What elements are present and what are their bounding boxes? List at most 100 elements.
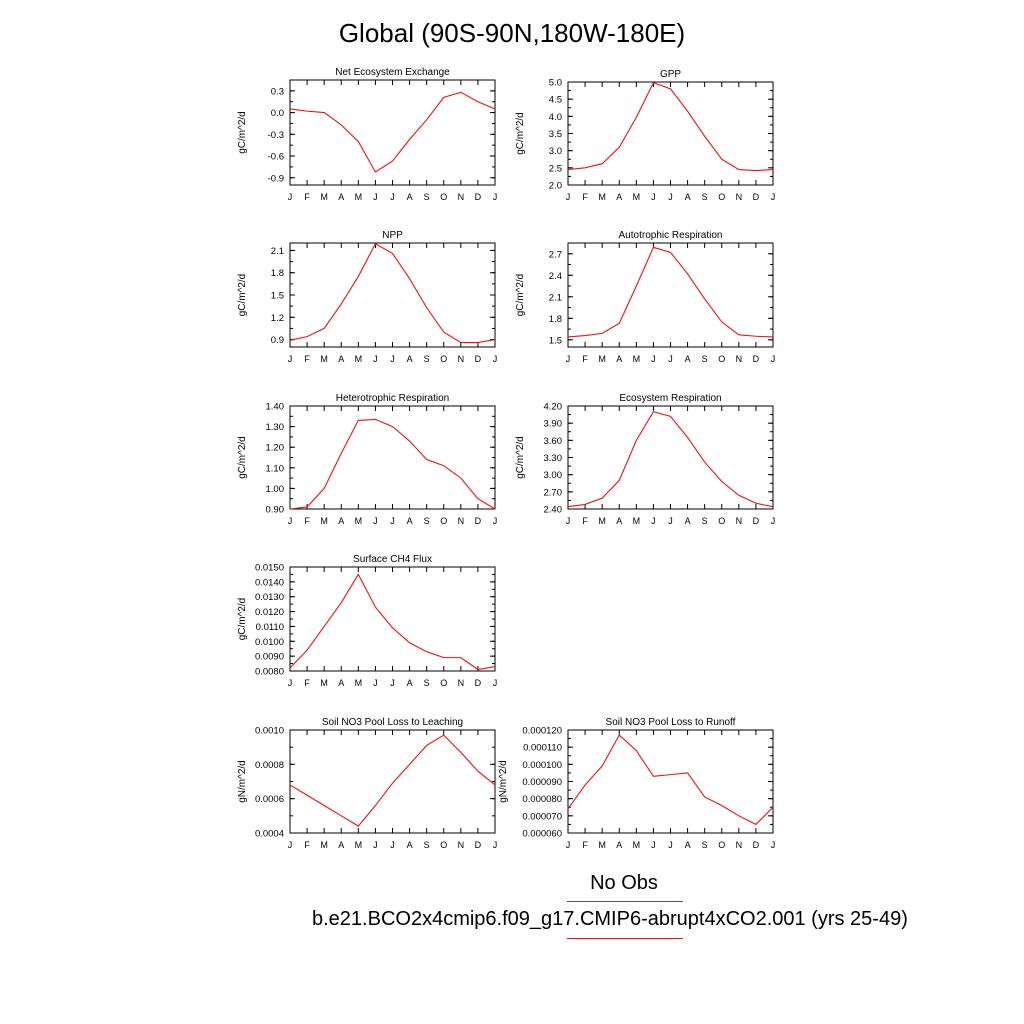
x-tick-label: A [338, 516, 344, 526]
x-tick-label: O [440, 678, 447, 688]
x-tick-label: D [475, 516, 482, 526]
x-tick-label: J [373, 840, 378, 850]
x-tick-label: A [685, 840, 691, 850]
x-tick-label: J [373, 192, 378, 202]
x-tick-label: J [651, 192, 656, 202]
x-tick-label: M [598, 354, 606, 364]
x-tick-label: M [598, 840, 606, 850]
legend-line-model-run [567, 938, 683, 939]
x-tick-label: N [458, 192, 465, 202]
x-tick-label: M [598, 516, 606, 526]
y-tick-label: 2.1 [271, 246, 284, 257]
x-tick-label: J [668, 192, 673, 202]
y-tick-label: 0.0120 [255, 607, 284, 618]
x-tick-label: N [458, 516, 465, 526]
y-axis-label: gN/m^2/d [498, 760, 509, 803]
x-tick-label: A [685, 354, 691, 364]
chart-title: GPP [660, 69, 681, 80]
y-tick-label: 1.40 [266, 402, 285, 413]
legend-label-no-obs: No Obs [590, 872, 658, 894]
x-tick-label: J [651, 516, 656, 526]
y-tick-label: 0.000060 [522, 829, 562, 840]
x-tick-label: F [582, 516, 588, 526]
x-tick-label: J [651, 840, 656, 850]
y-tick-label: 0.000080 [522, 794, 562, 805]
y-tick-label: 5.0 [549, 78, 562, 89]
x-tick-label: F [582, 354, 588, 364]
x-tick-label: D [475, 192, 482, 202]
series-line-1 [567, 246, 774, 338]
x-tick-label: J [373, 516, 378, 526]
page-title: Global (90S-90N,180W-180E) [338, 18, 686, 48]
y-tick-label: 0.0004 [255, 829, 284, 840]
y-tick-label: 0.000120 [522, 726, 562, 737]
plot-frame [567, 405, 774, 510]
y-tick-label: 0.9 [271, 335, 284, 346]
x-tick-label: J [771, 840, 776, 850]
x-tick-label: O [440, 516, 447, 526]
series-line-1 [567, 734, 774, 826]
y-axis-label: gC/m^2/d [237, 436, 248, 479]
x-tick-label: M [633, 192, 641, 202]
x-tick-label: F [304, 678, 310, 688]
x-tick-label: M [320, 678, 328, 688]
y-tick-label: 1.5 [271, 291, 284, 302]
y-axis-label: gC/m^2/d [515, 112, 526, 155]
x-tick-label: D [753, 516, 760, 526]
x-tick-label: N [458, 840, 465, 850]
y-tick-label: 0.000100 [522, 760, 562, 771]
x-tick-label: N [458, 354, 465, 364]
x-tick-label: S [702, 354, 708, 364]
x-tick-label: S [424, 516, 430, 526]
y-tick-label: 0.0006 [255, 794, 284, 805]
y-tick-label: 3.60 [544, 436, 563, 447]
x-tick-label: J [493, 354, 498, 364]
x-tick-label: S [702, 516, 708, 526]
y-tick-label: 0.0100 [255, 637, 284, 648]
y-tick-label: -0.6 [268, 152, 284, 163]
y-tick-label: 4.20 [544, 402, 563, 413]
y-axis-label: gC/m^2/d [237, 111, 248, 154]
y-tick-label: 3.00 [544, 470, 563, 481]
x-tick-label: S [702, 192, 708, 202]
x-tick-label: J [390, 516, 395, 526]
x-tick-label: J [493, 678, 498, 688]
x-tick-label: D [753, 192, 760, 202]
x-tick-label: J [493, 516, 498, 526]
y-tick-label: 2.0 [549, 181, 562, 192]
x-tick-label: F [582, 840, 588, 850]
x-tick-label: A [616, 840, 622, 850]
x-tick-label: N [458, 678, 465, 688]
x-tick-label: M [320, 354, 328, 364]
x-tick-label: A [685, 516, 691, 526]
x-tick-label: J [373, 678, 378, 688]
x-tick-label: M [320, 192, 328, 202]
x-tick-label: J [566, 192, 571, 202]
series-line-1 [289, 734, 496, 827]
plot-frame [289, 242, 496, 348]
x-tick-label: J [668, 840, 673, 850]
y-tick-label: 2.70 [544, 487, 563, 498]
x-tick-label: M [355, 192, 363, 202]
y-tick-label: 0.0010 [255, 726, 284, 737]
y-tick-label: 0.0090 [255, 652, 284, 663]
y-tick-label: 1.5 [549, 335, 562, 346]
y-tick-label: 3.0 [549, 146, 562, 157]
y-tick-label: 0.0 [271, 108, 284, 119]
x-tick-label: J [771, 516, 776, 526]
y-tick-label: 0.000070 [522, 811, 562, 822]
series-line-1 [567, 82, 774, 172]
y-tick-label: 1.00 [266, 484, 285, 495]
x-tick-label: A [407, 516, 413, 526]
x-tick-label: J [288, 354, 293, 364]
y-tick-label: 0.000110 [523, 743, 562, 754]
series-line-1 [567, 411, 774, 508]
plot-frame [289, 79, 496, 186]
y-tick-label: 3.30 [544, 453, 563, 464]
series-line-1 [289, 573, 496, 671]
